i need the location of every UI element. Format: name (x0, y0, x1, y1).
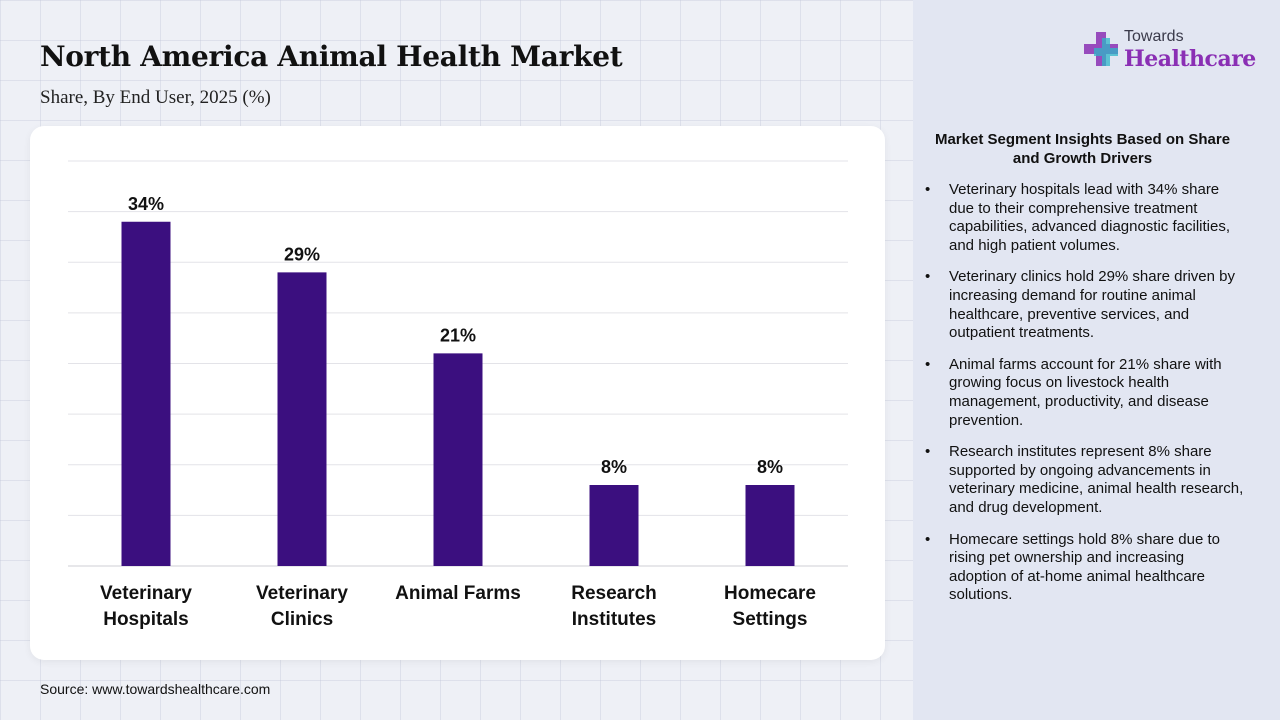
insight-item: Veterinary clinics hold 29% share driven… (925, 268, 1245, 342)
brand-logo: Towards Healthcare (1082, 28, 1262, 78)
category-label: Clinics (271, 609, 333, 630)
category-label: Settings (733, 609, 808, 630)
category-label: Animal Farms (395, 583, 521, 604)
category-label: Veterinary (100, 583, 192, 604)
logo-text-healthcare: Healthcare (1124, 46, 1256, 72)
bar (277, 272, 327, 566)
bar (589, 485, 639, 566)
bar (433, 353, 483, 566)
cross-plus-icon (1084, 32, 1118, 66)
data-label: 21% (440, 325, 476, 345)
insights-list: Veterinary hospitals lead with 34% share… (925, 181, 1245, 618)
data-label: 8% (601, 457, 627, 477)
source-note: Source: www.towardshealthcare.com (40, 681, 271, 697)
insight-item: Animal farms account for 21% share with … (925, 356, 1245, 430)
logo-text-towards: Towards (1124, 28, 1184, 45)
data-label: 29% (284, 244, 320, 264)
page-title: North America Animal Health Market (40, 40, 623, 73)
category-label: Homecare (724, 583, 816, 604)
category-label: Research (571, 583, 657, 604)
insights-title: Market Segment Insights Based on Share a… (934, 131, 1231, 167)
bar-chart: 34% Veterinary Hospitals 29% Veterinary Clini… (68, 160, 848, 630)
category-label: Veterinary (256, 583, 348, 604)
insight-item: Research institutes represent 8% share s… (925, 443, 1245, 517)
category-label: Institutes (572, 609, 656, 630)
bar (121, 221, 171, 566)
insight-item: Homecare settings hold 8% share due to r… (925, 531, 1245, 605)
insight-item: Veterinary hospitals lead with 34% share… (925, 181, 1245, 255)
data-label: 8% (757, 457, 783, 477)
bar (745, 485, 795, 566)
chart-card: 34% Veterinary Hospitals 29% Veterinary Clini… (30, 126, 885, 660)
data-label: 34% (128, 194, 164, 214)
page-subtitle: Share, By End User, 2025 (%) (40, 87, 271, 108)
category-label: Hospitals (103, 609, 189, 630)
